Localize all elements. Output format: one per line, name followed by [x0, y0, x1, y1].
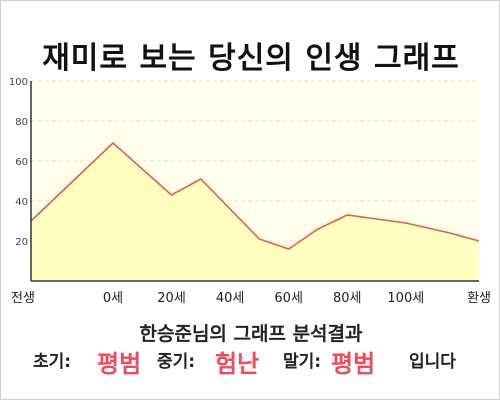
y-tick-label: 20	[15, 237, 28, 248]
x-tick-label: 60세	[274, 291, 303, 306]
y-tick-label: 60	[15, 157, 28, 168]
x-tick-label: 20세	[157, 291, 186, 306]
x-axis-ticks: 전생 0세 20세 40세 60세 80세 100세 환생	[11, 291, 491, 306]
middle-value: 험난	[215, 350, 260, 378]
early-value: 평범	[97, 350, 142, 378]
early-label: 초기:	[33, 352, 72, 372]
y-tick-label: 100	[9, 77, 28, 88]
y-tick-label: 80	[15, 117, 28, 128]
late-value: 평범	[331, 350, 376, 378]
area-fill	[31, 143, 479, 281]
x-tick-label: 0세	[103, 291, 123, 306]
x-tick-label: 환생	[467, 291, 491, 306]
series-line	[30, 141, 480, 250]
x-tick-label: 80세	[333, 291, 362, 306]
y-tick-label: 40	[15, 197, 28, 208]
analysis-title: 한승준님의 그래프 분석결과	[139, 323, 363, 345]
x-tick-label: 전생	[11, 291, 35, 306]
closing-text: 입니다	[409, 352, 456, 372]
x-tick-label: 40세	[216, 291, 245, 306]
x-tick-label: 100세	[387, 291, 424, 306]
late-label: 말기:	[283, 352, 322, 372]
middle-label: 중기:	[157, 352, 196, 372]
chart-title: 재미로 보는 당신의 인생 그래프	[42, 41, 460, 76]
y-axis-ticks: 20 40 60 80 100	[9, 77, 28, 248]
life-graph-chart: 20 40 60 80 100 전생 0세 20세 40세 60세 80세 100세 환생	[9, 77, 491, 306]
